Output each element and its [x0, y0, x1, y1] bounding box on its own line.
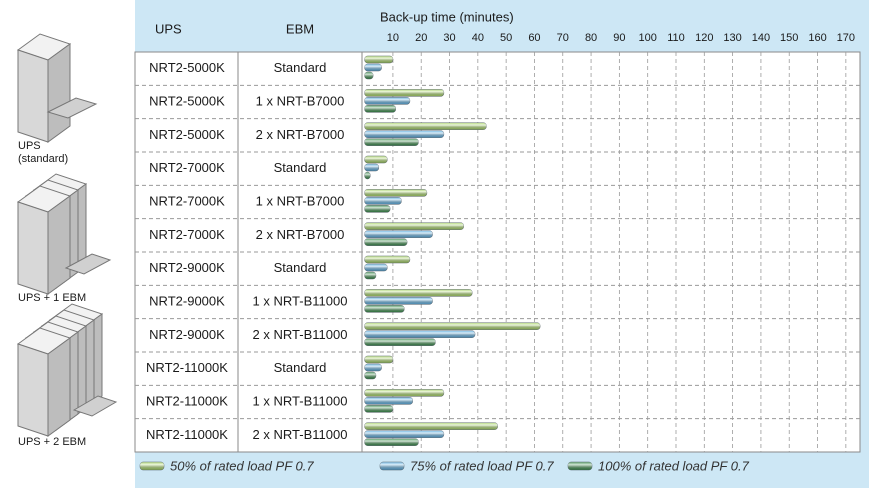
ups-model: NRT2-7000K [149, 227, 225, 242]
bar-shine [365, 72, 373, 79]
ebm-config: 1 x NRT-B11000 [253, 393, 348, 408]
ups-model: NRT2-9000K [149, 260, 225, 275]
column-header: UPS [155, 21, 182, 36]
bar-shine [365, 56, 393, 63]
ebm-config: 2 x NRT-B11000 [253, 427, 348, 442]
bar-shine [365, 364, 382, 371]
x-tick-label: 120 [695, 32, 713, 44]
bar-shine [365, 372, 376, 379]
ebm-config: 1 x NRT-B7000 [256, 93, 345, 108]
legend-label: 100% of rated load PF 0.7 [598, 458, 750, 473]
bar-shine [365, 264, 388, 271]
legend-swatch-shine [380, 462, 404, 470]
bar-shine [365, 205, 390, 212]
legend-label: 50% of rated load PF 0.7 [170, 458, 314, 473]
x-tick-label: 30 [443, 32, 455, 44]
x-tick-label: 40 [472, 32, 484, 44]
ups-model: NRT2-7000K [149, 193, 225, 208]
ups-model: NRT2-5000K [149, 127, 225, 142]
bar-shine [365, 197, 402, 204]
ups-model: NRT2-7000K [149, 160, 225, 175]
x-tick-label: 100 [639, 32, 657, 44]
bar-shine [365, 164, 379, 171]
x-tick-label: 70 [557, 32, 569, 44]
illustration [18, 304, 116, 436]
bar-shine [365, 272, 376, 279]
bar-shine [365, 89, 444, 96]
ebm-config: 2 x NRT-B7000 [256, 127, 345, 142]
ups-model: NRT2-11000K [146, 427, 228, 442]
bar-shine [365, 239, 407, 246]
bar-shine [365, 323, 541, 330]
ups-model: NRT2-11000K [146, 393, 228, 408]
bar-shine [365, 105, 396, 112]
x-tick-label: 140 [752, 32, 770, 44]
bar-shine [365, 256, 410, 263]
x-tick-label: 20 [415, 32, 427, 44]
x-tick-label: 130 [723, 32, 741, 44]
bar-shine [365, 97, 410, 104]
ups-model: NRT2-5000K [149, 93, 225, 108]
x-tick-label: 170 [837, 32, 855, 44]
illustration [18, 34, 96, 142]
bar-shine [365, 305, 405, 312]
bar-shine [365, 123, 487, 130]
bar-shine [365, 139, 419, 146]
bar-shine [365, 389, 444, 396]
bar-shine [365, 131, 444, 138]
bar-shine [365, 339, 436, 346]
column-header: EBM [286, 21, 314, 36]
bar-shine [365, 289, 473, 296]
legend-swatch-shine [568, 462, 592, 470]
x-tick-label: 60 [528, 32, 540, 44]
chart-title: Back-up time (minutes) [380, 9, 514, 24]
bar-shine [365, 64, 382, 71]
x-tick-label: 150 [780, 32, 798, 44]
x-tick-label: 50 [500, 32, 512, 44]
ebm-config: 1 x NRT-B7000 [256, 193, 345, 208]
ebm-config: Standard [274, 160, 327, 175]
illustration [18, 174, 110, 294]
legend-label: 75% of rated load PF 0.7 [410, 458, 554, 473]
illustration-caption: UPS(standard) [18, 140, 68, 165]
bar-shine [365, 331, 475, 338]
ebm-config: Standard [274, 260, 327, 275]
ebm-config: Standard [274, 360, 327, 375]
ups-model: NRT2-9000K [149, 327, 225, 342]
chart: UPS EBM Back-up time (minutes) UPS(stand… [0, 0, 869, 488]
x-tick-label: 160 [808, 32, 826, 44]
x-tick-label: 80 [585, 32, 597, 44]
bar-shine [365, 423, 498, 430]
bar-shine [365, 297, 433, 304]
bar-shine [365, 356, 393, 363]
ebm-config: 2 x NRT-B7000 [256, 227, 345, 242]
x-tick-label: 110 [667, 32, 685, 44]
ups-model: NRT2-5000K [149, 60, 225, 75]
x-tick-label: 90 [613, 32, 625, 44]
bar-shine [365, 172, 371, 179]
ebm-config: Standard [274, 60, 327, 75]
bar-shine [365, 397, 413, 404]
illustration-caption: UPS + 1 EBM [18, 292, 86, 304]
bar-shine [365, 223, 464, 230]
bar-shine [365, 189, 427, 196]
ups-model: NRT2-11000K [146, 360, 228, 375]
bar-shine [365, 156, 388, 163]
bar-shine [365, 431, 444, 438]
ebm-config: 2 x NRT-B11000 [253, 327, 348, 342]
ups-model: NRT2-9000K [149, 293, 225, 308]
ebm-config: 1 x NRT-B11000 [253, 293, 348, 308]
illustration-caption: UPS + 2 EBM [18, 436, 86, 448]
bar-shine [365, 405, 393, 412]
bar-shine [365, 439, 419, 446]
x-tick-label: 10 [387, 32, 399, 44]
bar-shine [365, 231, 433, 238]
legend-swatch-shine [140, 462, 164, 470]
